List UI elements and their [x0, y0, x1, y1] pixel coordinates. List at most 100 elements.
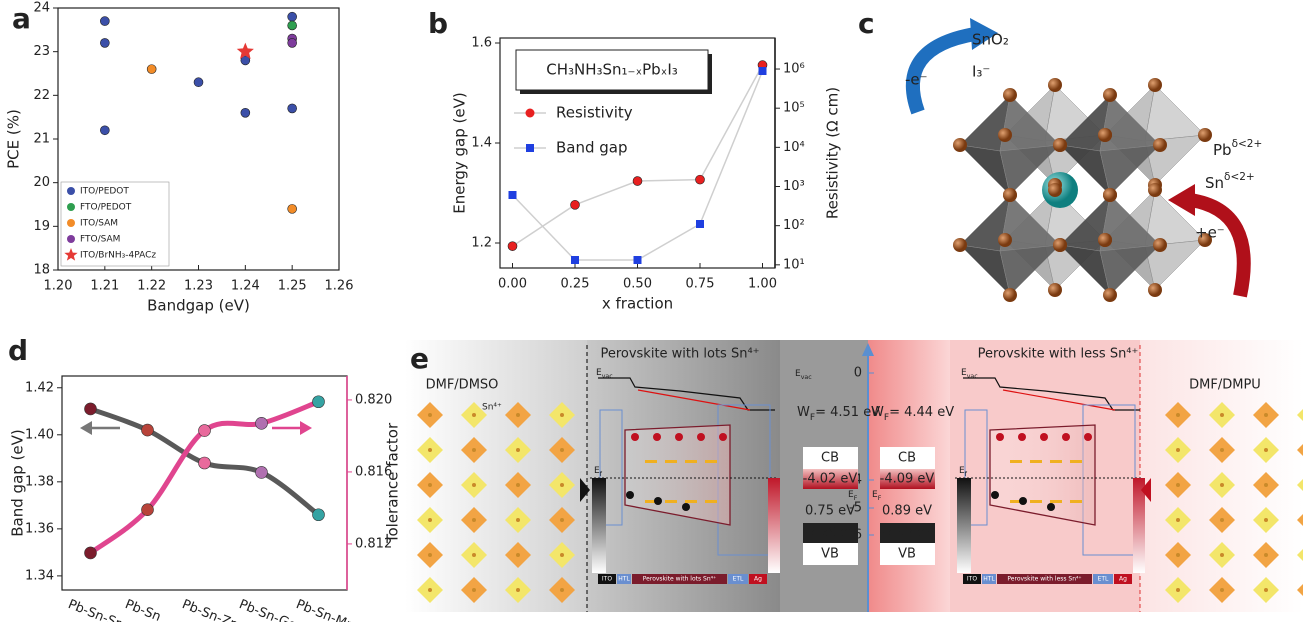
- arrow: [1190, 200, 1244, 296]
- tile-dot: [1264, 588, 1268, 592]
- tile-dot: [1220, 448, 1224, 452]
- y2-axis-label: Resistivity (Ω cm): [824, 87, 842, 219]
- anion: [1148, 78, 1162, 92]
- hole: [991, 491, 999, 499]
- tile-dot: [472, 518, 476, 522]
- legend-label: Resistivity: [556, 104, 633, 122]
- tile-dot: [516, 553, 520, 557]
- y2-tick-label: 10¹: [783, 257, 805, 272]
- marker: [85, 547, 97, 559]
- legend-label: ITO/PEDOT: [80, 187, 129, 197]
- electron: [631, 433, 639, 441]
- tile-dot: [472, 588, 476, 592]
- marker: [633, 177, 642, 186]
- marker: [194, 78, 203, 87]
- arrowhead: [80, 421, 92, 435]
- band-value: -5.33 eV: [880, 526, 935, 541]
- anion: [953, 238, 967, 252]
- legend-label: FTO/SAM: [80, 235, 120, 245]
- electron: [675, 433, 683, 441]
- legend-marker: [67, 235, 75, 243]
- y2-tick-label: 0.820: [355, 392, 392, 407]
- legend-title: CH₃NH₃Sn₁₋ₓPbₓI₃: [546, 61, 678, 79]
- anion: [1148, 283, 1162, 297]
- stack-label: Perovskite with less Sn⁴⁺: [1007, 576, 1081, 583]
- x-tick-label: Pb-Sn-Zn: [180, 597, 240, 622]
- marker: [199, 425, 211, 437]
- y2-tick-label: 10⁵: [783, 101, 805, 116]
- tile-dot: [472, 553, 476, 557]
- title-right: Perovskite with less Sn⁴⁺: [978, 347, 1139, 362]
- y-tick-label: 24: [33, 1, 50, 16]
- stack-label: ITO: [602, 576, 612, 583]
- hole: [1047, 503, 1055, 511]
- anion: [1053, 138, 1067, 152]
- marker: [288, 12, 297, 21]
- electron: [653, 433, 661, 441]
- tile-dot: [428, 448, 432, 452]
- y-tick-label: 22: [33, 88, 50, 103]
- y-tick-label: 1.42: [25, 380, 54, 395]
- anion: [1103, 88, 1117, 102]
- x-axis-label: Bandgap (eV): [147, 297, 250, 315]
- x-axis-label: x fraction: [602, 295, 673, 313]
- electron-label: +e⁻: [1195, 224, 1225, 242]
- anion: [1048, 78, 1062, 92]
- panel-label: e: [410, 342, 429, 375]
- marker: [199, 457, 211, 469]
- y2-tick-label: 10²: [783, 218, 805, 233]
- tile-dot: [472, 483, 476, 487]
- x-tick-label: 1.25: [278, 279, 307, 294]
- stack-label: HTL: [618, 576, 630, 583]
- x-tick-label: Pb-Sn-Mn: [294, 597, 357, 622]
- electron: [719, 433, 727, 441]
- trap-state: [705, 500, 717, 503]
- tile-dot: [428, 413, 432, 417]
- legend-label: Band gap: [556, 139, 628, 157]
- panel-label: c: [858, 7, 875, 40]
- y-tick-label: 1.40: [25, 427, 54, 442]
- band-label: CB: [898, 451, 916, 466]
- electrode-bar: [592, 478, 606, 573]
- hole: [1019, 497, 1027, 505]
- anion: [1153, 238, 1167, 252]
- tile-dot: [472, 413, 476, 417]
- marker: [288, 38, 297, 47]
- octahedron-face: [1145, 85, 1205, 141]
- tile-dot: [516, 518, 520, 522]
- x-tick-label: 0.50: [623, 277, 652, 292]
- tile-dot: [516, 483, 520, 487]
- tile-dot: [1220, 483, 1224, 487]
- anion: [1103, 188, 1117, 202]
- y-axis-label: Band gap (eV): [9, 429, 27, 536]
- marker: [508, 242, 517, 251]
- trap-state: [1050, 500, 1062, 503]
- trap-state: [705, 460, 717, 463]
- sn-label-part: Sn: [1205, 174, 1224, 192]
- anion: [1048, 183, 1062, 197]
- x-tick-label: 1.24: [231, 279, 260, 294]
- tile-dot: [1264, 518, 1268, 522]
- marker: [241, 108, 250, 117]
- series-line: [513, 71, 763, 260]
- band-value: -5.26 eV: [803, 526, 858, 541]
- x-tick-label: 1.21: [90, 279, 119, 294]
- stack-label: ETL: [1098, 576, 1109, 583]
- panel-label: a: [12, 2, 31, 35]
- band-label: VB: [821, 547, 839, 562]
- legend-marker: [67, 203, 75, 211]
- marker: [571, 256, 579, 264]
- x-tick-label: 0.00: [498, 277, 527, 292]
- tile-dot: [560, 413, 564, 417]
- solvent-label: DMF/DMPU: [1189, 378, 1261, 393]
- anion: [1003, 88, 1017, 102]
- x-tick-label: 1.22: [137, 279, 166, 294]
- marker: [313, 509, 325, 521]
- anion: [1098, 233, 1112, 247]
- trap-state: [685, 460, 697, 463]
- y-tick-label: 20: [33, 175, 50, 190]
- x-tick-label: Pb-Sn-Ge: [237, 597, 299, 622]
- arrowhead: [300, 421, 312, 435]
- sn-label: Snδ<2+: [1205, 171, 1255, 192]
- trap-state: [1030, 500, 1042, 503]
